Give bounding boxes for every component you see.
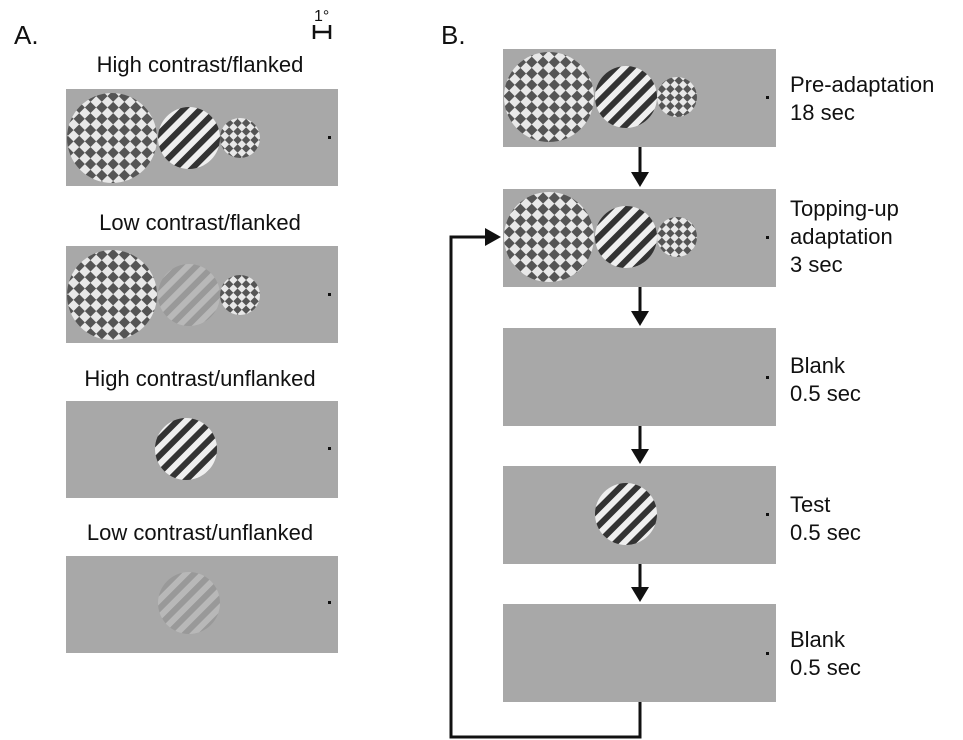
- large-checker-flanker: [67, 93, 157, 183]
- small-checker-flanker: [220, 275, 260, 315]
- condition-panel-low-unflanked: [66, 556, 338, 653]
- stage-duration: 0.5 sec: [790, 381, 861, 406]
- center-grating: [595, 66, 657, 128]
- center-grating: [595, 206, 657, 268]
- stage-panel-test: [503, 466, 776, 564]
- down-arrow-icon: [631, 426, 649, 464]
- center-grating-low: [158, 572, 220, 634]
- scale-bar-label: 1°: [314, 8, 330, 25]
- stage-duration: 3 sec: [790, 252, 843, 277]
- stage-label-topping-up: Topping-up adaptation 3 sec: [790, 195, 899, 279]
- down-arrow-icon: [631, 564, 649, 602]
- fixation-dot: [766, 513, 769, 516]
- condition-panel-high-flanked: [66, 89, 338, 186]
- right-arrow-icon: [485, 228, 501, 246]
- condition-title-high-unflanked: High contrast/unflanked: [84, 366, 316, 391]
- center-grating-low: [158, 264, 220, 326]
- panel-b-letter: B.: [441, 20, 466, 50]
- stage-name: Pre-adaptation: [790, 72, 935, 97]
- condition-panel-low-flanked: [66, 246, 338, 343]
- stage-label-blank-1: Blank 0.5 sec: [790, 352, 861, 408]
- center-grating: [158, 107, 220, 169]
- panel-a-letter: A.: [14, 20, 39, 50]
- timeline-arrows: [631, 147, 649, 602]
- condition-title-low-unflanked: Low contrast/unflanked: [86, 520, 314, 545]
- stage-name: Blank: [790, 353, 846, 378]
- fixation-dot: [328, 447, 331, 450]
- large-checker-flanker: [504, 192, 594, 282]
- stage-duration: 0.5 sec: [790, 520, 861, 545]
- down-arrow-icon: [631, 147, 649, 187]
- stage-label-blank-2: Blank 0.5 sec: [790, 626, 861, 682]
- condition-panel-high-unflanked: [66, 401, 338, 498]
- stage-name: Blank: [790, 627, 846, 652]
- center-grating: [595, 483, 657, 545]
- stage-duration: 18 sec: [790, 100, 855, 125]
- stage-duration: 0.5 sec: [790, 655, 861, 680]
- fixation-dot: [328, 601, 331, 604]
- center-grating: [155, 418, 217, 480]
- stage-panel-topping-up: [503, 189, 776, 287]
- fixation-dot: [766, 96, 769, 99]
- scale-bar: [312, 25, 332, 39]
- stage-label-test: Test 0.5 sec: [790, 491, 861, 547]
- large-checker-flanker: [504, 52, 594, 142]
- small-checker-flanker: [220, 118, 260, 158]
- loop-arrow: [449, 228, 642, 739]
- down-arrow-icon: [631, 287, 649, 326]
- stage-panel-blank-2: [503, 604, 776, 702]
- fixation-dot: [766, 376, 769, 379]
- stage-label-pre-adaptation: Pre-adaptation 18 sec: [790, 71, 934, 127]
- condition-title-high-flanked: High contrast/flanked: [96, 52, 304, 77]
- large-checker-flanker: [67, 250, 157, 340]
- stage-panel-blank-1: [503, 328, 776, 426]
- fixation-dot: [766, 236, 769, 239]
- fixation-dot: [766, 652, 769, 655]
- stage-panel-pre-adaptation: [503, 49, 776, 147]
- small-checker-flanker: [657, 217, 697, 257]
- stage-name: Test: [790, 492, 831, 517]
- small-checker-flanker: [657, 77, 697, 117]
- stage-name: Topping-up: [790, 196, 899, 221]
- stage-name-line2: adaptation: [790, 224, 893, 249]
- condition-title-low-flanked: Low contrast/flanked: [99, 210, 301, 235]
- fixation-dot: [328, 136, 331, 139]
- fixation-dot: [328, 293, 331, 296]
